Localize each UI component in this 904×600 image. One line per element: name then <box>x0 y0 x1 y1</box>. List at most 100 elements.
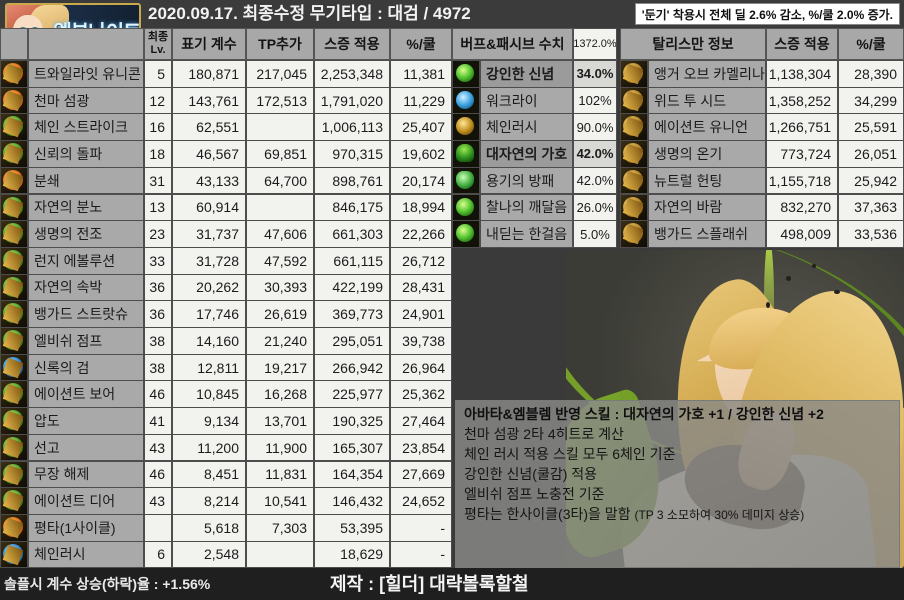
talisman-name-cell: 생명의 온기 <box>648 140 766 168</box>
talisman-applied-cell: 1,358,252 <box>766 86 838 115</box>
skill-tp-cell: 13,701 <box>246 407 314 435</box>
moment-insight-icon <box>452 193 480 222</box>
skill-lv-cell: 43 <box>144 433 172 462</box>
talisman-name-cell: 자연의 바람 <box>648 193 766 222</box>
buff-value-cell: 90.0% <box>573 113 617 142</box>
skill-name-cell: 체인 스트라이크 <box>28 113 144 142</box>
skill-tp-cell: 21,240 <box>246 327 314 355</box>
skill-name-cell: 에이션트 디어 <box>28 487 144 515</box>
skill-applied-cell: 295,051 <box>314 327 390 355</box>
skill-applied-cell: 1,791,020 <box>314 86 390 115</box>
talisman-col-applied: 스증 적용 <box>766 28 838 60</box>
talisman-name-cell: 뱅가드 스플래쉬 <box>648 220 766 248</box>
skill-name-cell: 자연의 속박 <box>28 273 144 302</box>
talisman-name-cell: 위드 투 시드 <box>648 86 766 115</box>
notes-panel: 아바타&엠블렘 반영 스킬 : 대자연의 가호 +1 / 강인한 신념 +2 천… <box>455 400 900 568</box>
talisman-applied-cell: 773,724 <box>766 140 838 168</box>
skill-col-header-percool: %/쿨 <box>390 28 452 60</box>
skill-lv-cell: 36 <box>144 273 172 302</box>
skill-name-cell: 신록의 검 <box>28 353 144 382</box>
skill-percool-cell: 20,174 <box>390 166 452 195</box>
skill-name-cell: 평타(1사이클) <box>28 513 144 542</box>
talisman-percool-cell: 25,942 <box>838 166 904 195</box>
cheonma-flash-icon <box>0 86 28 115</box>
skill-lv-cell: 6 <box>144 540 172 569</box>
lv-header-line2: Lv. <box>150 44 166 56</box>
skill-col-header-icon <box>0 28 28 60</box>
talisman-percool-cell: 26,051 <box>838 140 904 168</box>
skill-tp-cell: 64,700 <box>246 166 314 195</box>
ancient-boar-icon <box>0 380 28 409</box>
nature-wind-icon <box>620 193 648 222</box>
twilight-unicorn-icon <box>0 60 28 88</box>
skill-percool-cell: 26,964 <box>390 353 452 382</box>
talisman-percool-cell: 37,363 <box>838 193 904 222</box>
skill-tp-cell: 30,393 <box>246 273 314 302</box>
skill-base-cell: 31,728 <box>172 246 246 275</box>
skill-base-cell: 5,618 <box>172 513 246 542</box>
skill-tp-cell <box>246 113 314 142</box>
skill-lv-cell: 33 <box>144 246 172 275</box>
skill-col-header-base: 표기 계수 <box>172 28 246 60</box>
vanguard-strasse-icon <box>0 300 28 328</box>
skill-applied-cell: 970,315 <box>314 140 390 168</box>
skill-name-cell: 런지 에볼루션 <box>28 246 144 275</box>
skill-lv-cell: 16 <box>144 113 172 142</box>
talisman-percool-cell: 34,299 <box>838 86 904 115</box>
footer-author: 제작 : [힐더] 대략볼록할철 <box>330 574 529 594</box>
skill-applied-cell: 53,395 <box>314 513 390 542</box>
nature-wrath-icon <box>0 193 28 222</box>
buff-value-cell: 102% <box>573 86 617 115</box>
skill-applied-cell: 369,773 <box>314 300 390 328</box>
skill-name-cell: 자연의 분노 <box>28 193 144 222</box>
skill-lv-cell: 46 <box>144 460 172 489</box>
nature-blessing-icon <box>452 140 480 168</box>
chain-rush-icon <box>452 113 480 142</box>
talisman-percool-cell: 28,390 <box>838 60 904 88</box>
skill-percool-cell: 27,669 <box>390 460 452 489</box>
skill-base-cell: 8,214 <box>172 487 246 515</box>
notes-last-small: (TP 3 소모하여 30% 데미지 상승) <box>634 508 805 522</box>
notes-title: 아바타&엠블렘 반영 스킬 : 대자연의 가호 +1 / 강인한 신념 +2 <box>464 406 824 422</box>
skill-tp-cell: 11,831 <box>246 460 314 489</box>
skill-percool-cell: 11,381 <box>390 60 452 88</box>
skill-tp-cell <box>246 540 314 569</box>
talisman-name-cell: 뉴트럴 헌팅 <box>648 166 766 195</box>
trust-breakthrough-icon <box>0 140 28 168</box>
verdant-sword-icon <box>0 353 28 382</box>
skill-tp-cell: 26,619 <box>246 300 314 328</box>
skill-applied-cell: 846,175 <box>314 193 390 222</box>
elvish-jump-icon <box>0 327 28 355</box>
buff-panel-header: 버프&패시브 수치 <box>452 28 573 60</box>
talisman-applied-cell: 832,270 <box>766 193 838 222</box>
skill-percool-cell: - <box>390 513 452 542</box>
nature-bind-icon <box>0 273 28 302</box>
skill-applied-cell: 165,307 <box>314 433 390 462</box>
skill-percool-cell: 24,901 <box>390 300 452 328</box>
sentence-icon <box>0 433 28 462</box>
skill-base-cell: 2,548 <box>172 540 246 569</box>
buff-value-cell: 26.0% <box>573 193 617 222</box>
skill-col-header-applied: 스증 적용 <box>314 28 390 60</box>
skill-tp-cell: 69,851 <box>246 140 314 168</box>
skill-col-header-name <box>28 28 144 60</box>
talisman-col-percool: %/쿨 <box>838 28 904 60</box>
buff-value-cell: 42.0% <box>573 140 617 168</box>
skill-lv-cell: 36 <box>144 300 172 328</box>
skill-lv-cell: 41 <box>144 407 172 435</box>
buff-name-cell: 용기의 방패 <box>480 166 573 195</box>
skill-percool-cell: 39,738 <box>390 327 452 355</box>
skill-col-header-lv: 최종 Lv. <box>144 28 172 60</box>
skill-applied-cell: 18,629 <box>314 540 390 569</box>
buff-value-cell: 34.0% <box>573 60 617 88</box>
skill-lv-cell: 31 <box>144 166 172 195</box>
skill-name-cell: 선고 <box>28 433 144 462</box>
warmth-of-life-icon <box>620 140 648 168</box>
skill-tp-cell: 47,592 <box>246 246 314 275</box>
weed-to-seed-icon <box>620 86 648 115</box>
skill-percool-cell: 24,652 <box>390 487 452 515</box>
talisman-name-cell: 에이션트 유니언 <box>648 113 766 142</box>
skill-base-cell: 46,567 <box>172 140 246 168</box>
skill-percool-cell: 11,229 <box>390 86 452 115</box>
